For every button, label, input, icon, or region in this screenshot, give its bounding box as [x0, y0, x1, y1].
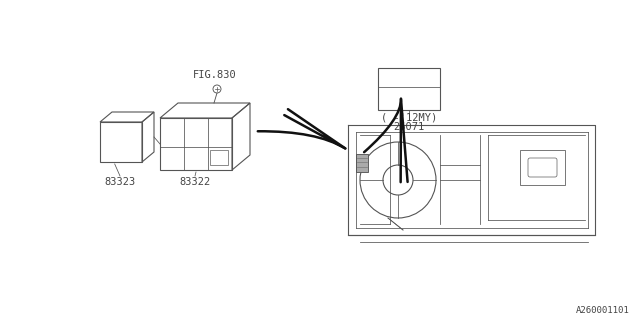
Bar — [520, 150, 565, 185]
Bar — [378, 68, 440, 110]
Bar — [209, 149, 228, 165]
Text: FIG.830: FIG.830 — [193, 70, 237, 80]
Text: 83323: 83323 — [104, 177, 136, 187]
Text: ( -'12MY): ( -'12MY) — [381, 112, 437, 122]
Text: 26071: 26071 — [394, 122, 424, 132]
Text: A260001101: A260001101 — [576, 306, 630, 315]
Text: 83322: 83322 — [179, 177, 211, 187]
Bar — [356, 154, 368, 172]
